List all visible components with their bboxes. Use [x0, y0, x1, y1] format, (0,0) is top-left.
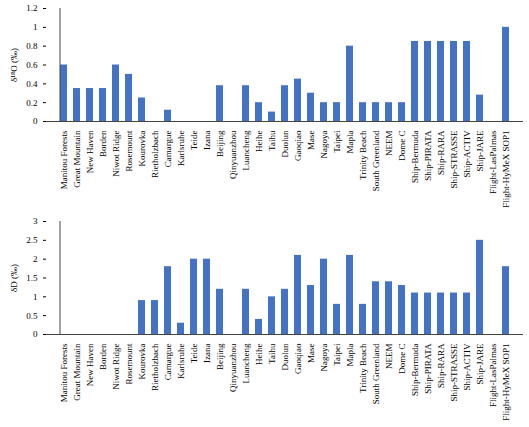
svg-text:Izana: Izana: [202, 343, 212, 362]
svg-text:1: 1: [33, 22, 38, 32]
svg-text:Flight-LasPalmas: Flight-LasPalmas: [488, 130, 498, 194]
svg-text:Manitou Forests: Manitou Forests: [59, 130, 69, 189]
svg-text:Mase: Mase: [306, 131, 316, 151]
svg-text:Qinyuanzhou: Qinyuanzhou: [228, 343, 238, 392]
svg-text:1: 1: [33, 292, 38, 302]
svg-text:Beijing: Beijing: [215, 343, 225, 370]
svg-text:2: 2: [33, 254, 38, 264]
svg-text:NEEM: NEEM: [384, 344, 394, 370]
svg-text:Karlsruhe: Karlsruhe: [176, 344, 186, 380]
svg-text:Taihu: Taihu: [267, 343, 277, 364]
svg-text:Duolun: Duolun: [280, 130, 290, 158]
svg-text:2.5: 2.5: [26, 235, 38, 245]
svg-text:Rosemount: Rosemount: [124, 130, 134, 172]
svg-text:Borden: Borden: [98, 343, 108, 370]
svg-text:δD (‰): δD (‰): [9, 264, 19, 292]
svg-text:Ship-JARE: Ship-JARE: [475, 130, 485, 172]
svg-text:Trinity Beach: Trinity Beach: [358, 130, 368, 180]
svg-text:Heihe: Heihe: [254, 131, 264, 153]
svg-text:Flight-HyMeX SOP1: Flight-HyMeX SOP1: [501, 131, 511, 208]
svg-text:NEEM: NEEM: [384, 131, 394, 157]
svg-text:Rietholzbach: Rietholzbach: [150, 130, 160, 178]
svg-text:Gaoqiao: Gaoqiao: [293, 343, 303, 374]
svg-text:Ship-STRASSE: Ship-STRASSE: [449, 130, 459, 189]
svg-text:South Greenland: South Greenland: [371, 130, 381, 191]
svg-text:1.2: 1.2: [26, 3, 37, 13]
svg-text:0.6: 0.6: [26, 60, 38, 70]
svg-text:Beijing: Beijing: [215, 130, 225, 157]
svg-text:Ship-ACTIV: Ship-ACTIV: [462, 343, 472, 391]
svg-text:Karlsruhe: Karlsruhe: [176, 131, 186, 167]
svg-text:0.8: 0.8: [26, 41, 38, 51]
svg-text:Kourovka: Kourovka: [137, 131, 147, 167]
svg-text:Borden: Borden: [98, 130, 108, 157]
svg-text:Ship-JARE: Ship-JARE: [475, 343, 485, 385]
svg-text:Nagoya: Nagoya: [319, 131, 329, 159]
svg-text:Niwot Ridge: Niwot Ridge: [111, 343, 121, 389]
svg-text:Ship-Bermuda: Ship-Bermuda: [410, 131, 420, 184]
svg-text:Ship-PIRATA: Ship-PIRATA: [423, 343, 433, 394]
svg-text:South Greenland: South Greenland: [371, 343, 381, 404]
svg-text:Mapla: Mapla: [345, 344, 355, 367]
svg-text:Ship-RARA: Ship-RARA: [436, 130, 446, 175]
svg-text:0: 0: [33, 116, 38, 126]
svg-text:Qinyuanzhou: Qinyuanzhou: [228, 130, 238, 179]
svg-text:Rietholzbach: Rietholzbach: [150, 343, 160, 391]
svg-text:Ship-PIRATA: Ship-PIRATA: [423, 130, 433, 181]
svg-text:3: 3: [33, 216, 38, 226]
svg-text:Flight-LasPalmas: Flight-LasPalmas: [488, 343, 498, 407]
svg-text:Nagoya: Nagoya: [319, 344, 329, 372]
svg-text:Mase: Mase: [306, 344, 316, 364]
svg-text:Teide: Teide: [189, 130, 199, 150]
svg-text:Ship-RARA: Ship-RARA: [436, 343, 446, 388]
svg-text:Niwot Ridge: Niwot Ridge: [111, 130, 121, 176]
svg-text:New Haven: New Haven: [85, 130, 95, 173]
svg-text:Heihe: Heihe: [254, 344, 264, 366]
svg-text:Camargue: Camargue: [163, 131, 173, 168]
svg-text:Izana: Izana: [202, 130, 212, 149]
svg-text:Dome C: Dome C: [397, 344, 407, 374]
svg-text:Ship-ACTIV: Ship-ACTIV: [462, 130, 472, 178]
svg-text:Manitou Forests: Manitou Forests: [59, 343, 69, 402]
svg-text:Teide: Teide: [189, 343, 199, 363]
svg-text:Great Mountain: Great Mountain: [72, 130, 82, 188]
svg-text:0.5: 0.5: [26, 311, 38, 321]
svg-text:Trinity Beach: Trinity Beach: [358, 343, 368, 393]
svg-text:0: 0: [33, 329, 38, 339]
svg-text:Luancheng: Luancheng: [241, 343, 251, 383]
svg-text:δ¹⁸O (‰): δ¹⁸O (‰): [9, 48, 19, 82]
svg-text:0.4: 0.4: [26, 79, 38, 89]
svg-text:Camargue: Camargue: [163, 344, 173, 381]
svg-text:1.5: 1.5: [26, 273, 38, 283]
svg-text:Ship-Bermuda: Ship-Bermuda: [410, 344, 420, 397]
svg-text:Gaoqiao: Gaoqiao: [293, 130, 303, 161]
svg-text:Duolun: Duolun: [280, 343, 290, 371]
svg-text:Taipei: Taipei: [332, 130, 342, 153]
svg-text:Kourovka: Kourovka: [137, 344, 147, 380]
svg-text:Mapla: Mapla: [345, 131, 355, 154]
svg-text:Ship-STRASSE: Ship-STRASSE: [449, 343, 459, 402]
svg-text:Taihu: Taihu: [267, 130, 277, 151]
svg-text:Rosemount: Rosemount: [124, 343, 134, 385]
svg-text:0.2: 0.2: [26, 98, 37, 108]
svg-text:Great Mountain: Great Mountain: [72, 343, 82, 401]
svg-text:Luancheng: Luancheng: [241, 130, 251, 170]
svg-text:Taipei: Taipei: [332, 343, 342, 366]
svg-text:New Haven: New Haven: [85, 343, 95, 386]
svg-text:Dome C: Dome C: [397, 131, 407, 161]
svg-text:Flight-HyMeX SOP1: Flight-HyMeX SOP1: [501, 344, 511, 421]
